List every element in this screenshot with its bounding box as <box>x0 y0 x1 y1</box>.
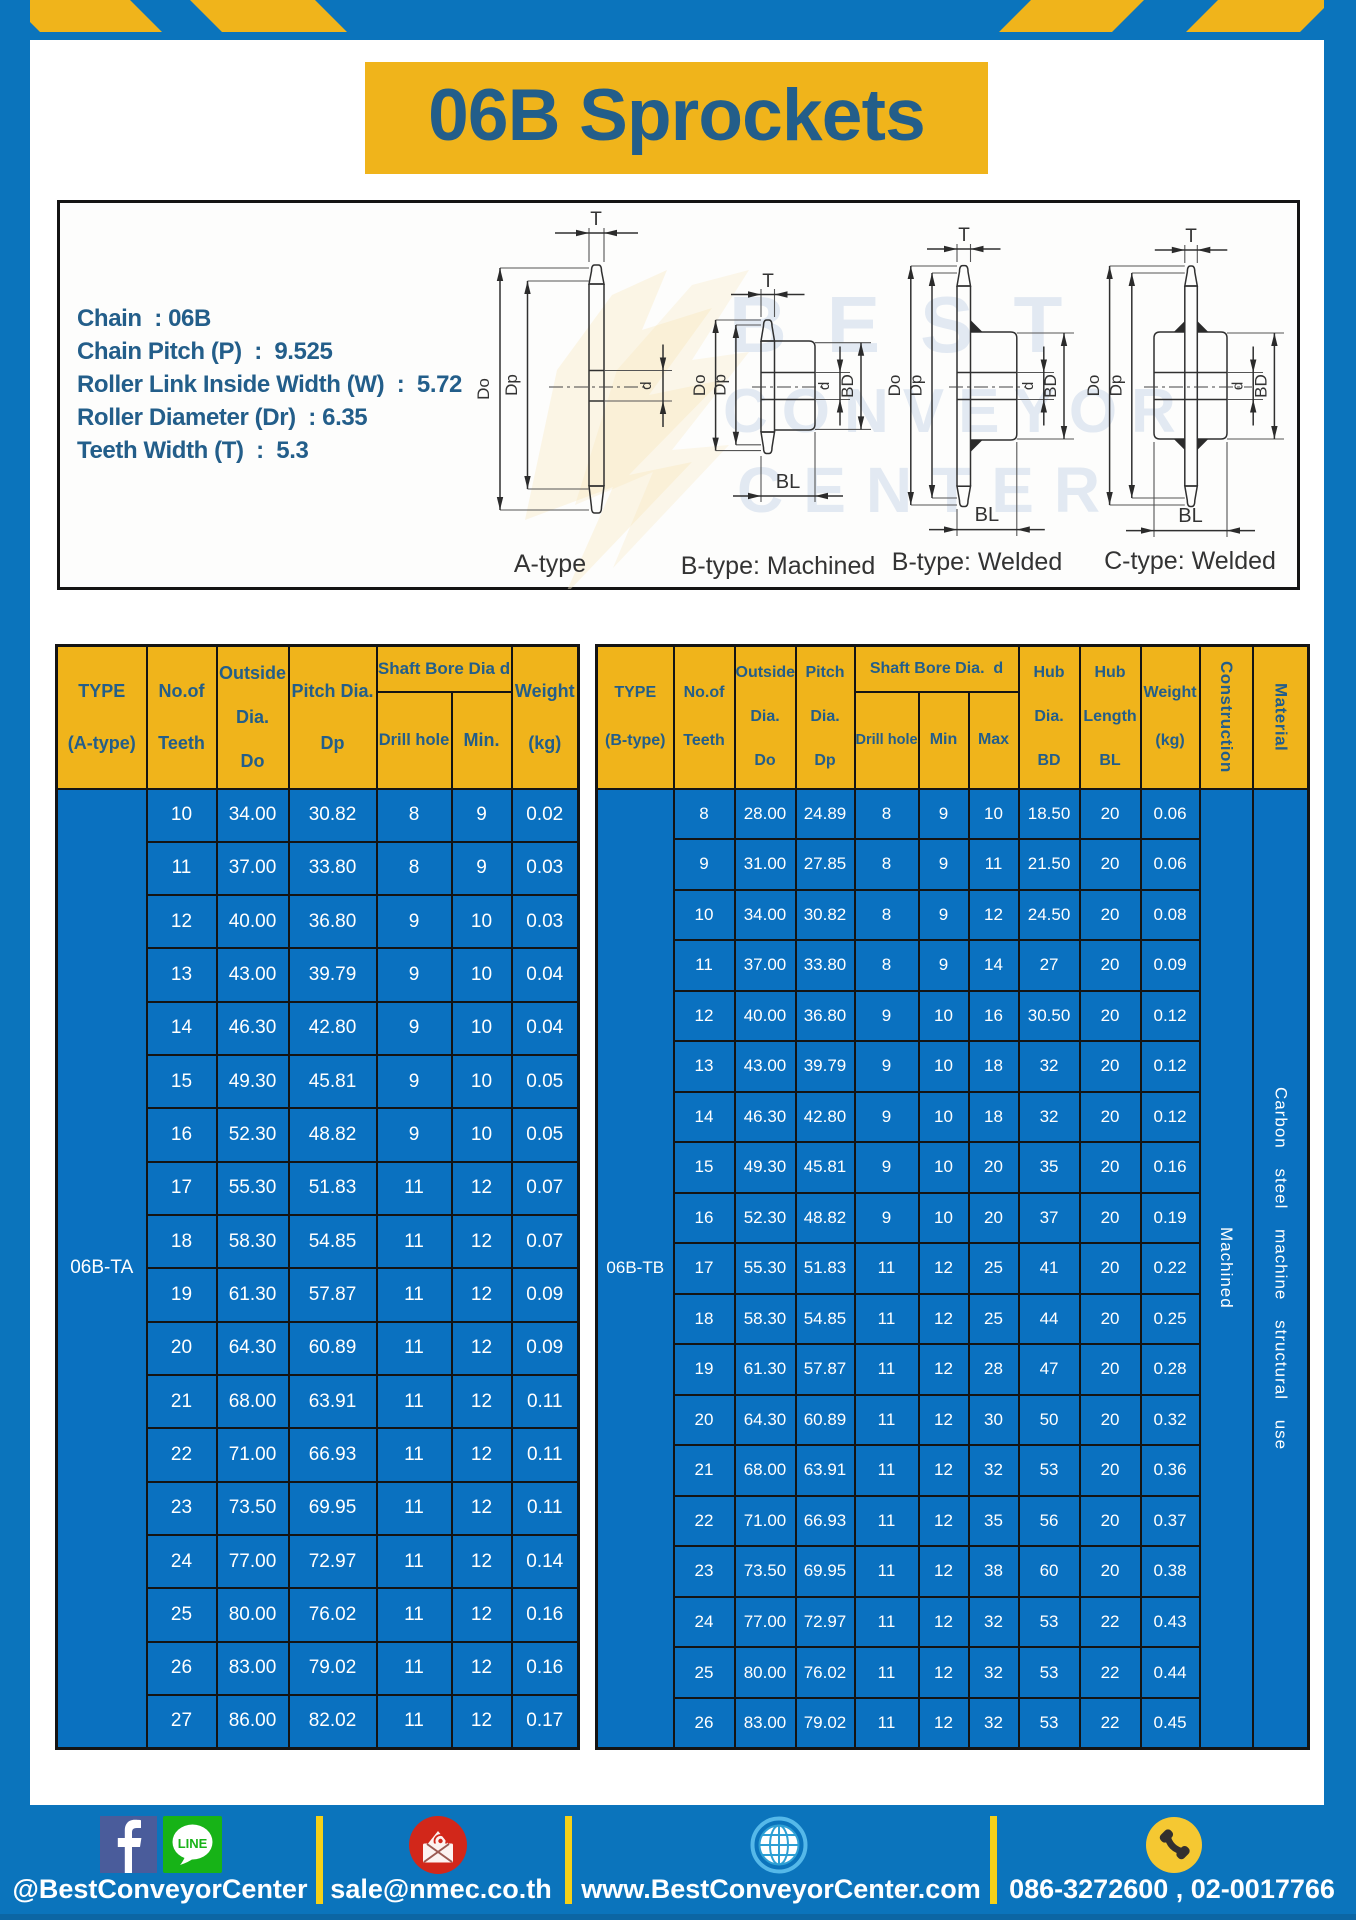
svg-text:C-type: Welded: C-type: Welded <box>1104 547 1276 575</box>
svg-text:T: T <box>958 225 970 246</box>
svg-text:Dp: Dp <box>907 375 926 397</box>
svg-text:Do: Do <box>690 374 709 396</box>
svg-text:CONVEYOR: CONVEYOR <box>723 377 1190 446</box>
svg-text:T: T <box>762 271 774 292</box>
svg-text:BD: BD <box>838 374 857 398</box>
svg-text:d: d <box>816 382 833 390</box>
svg-text:BL: BL <box>1178 505 1202 527</box>
svg-text:d: d <box>1020 382 1037 390</box>
svg-text:Do: Do <box>474 378 493 400</box>
svg-text:BL: BL <box>975 504 999 526</box>
svg-text:Dp: Dp <box>1107 375 1126 397</box>
svg-text:d: d <box>638 382 655 390</box>
svg-text:A-type: A-type <box>514 550 586 578</box>
svg-text:Do: Do <box>1084 375 1103 397</box>
svg-text:CENTER: CENTER <box>737 454 1120 526</box>
svg-text:Dp: Dp <box>502 374 521 396</box>
svg-text:T: T <box>1185 226 1197 247</box>
svg-text:B-type: Welded: B-type: Welded <box>892 548 1062 576</box>
svg-text:Dp: Dp <box>711 374 730 396</box>
svg-text:d: d <box>1230 382 1247 390</box>
svg-text:Do: Do <box>885 375 904 397</box>
svg-text:B-type: Machined: B-type: Machined <box>681 552 876 580</box>
svg-text:BD: BD <box>1252 374 1271 398</box>
svg-text:BL: BL <box>776 471 800 493</box>
svg-text:T: T <box>590 209 602 230</box>
svg-text:BD: BD <box>1041 374 1060 398</box>
svg-text:LINE: LINE <box>178 1836 208 1851</box>
